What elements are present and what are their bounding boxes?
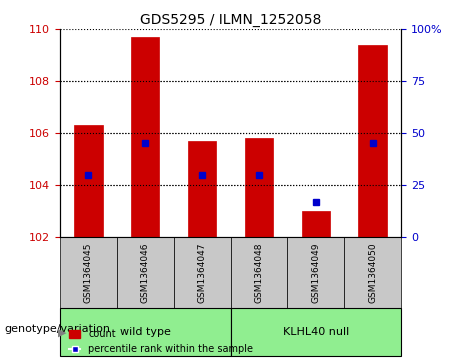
FancyBboxPatch shape xyxy=(60,237,117,308)
Bar xyxy=(358,45,387,237)
Text: GSM1364050: GSM1364050 xyxy=(368,242,377,303)
FancyBboxPatch shape xyxy=(344,237,401,308)
FancyBboxPatch shape xyxy=(230,308,401,356)
Bar xyxy=(188,141,216,237)
Text: GSM1364045: GSM1364045 xyxy=(84,242,93,303)
Title: GDS5295 / ILMN_1252058: GDS5295 / ILMN_1252058 xyxy=(140,13,321,26)
Bar xyxy=(301,211,330,237)
Text: GSM1364048: GSM1364048 xyxy=(254,242,263,303)
Legend: count, percentile rank within the sample: count, percentile rank within the sample xyxy=(65,326,257,358)
Bar xyxy=(131,37,160,237)
FancyBboxPatch shape xyxy=(60,308,230,356)
Bar xyxy=(245,138,273,237)
Text: wild type: wild type xyxy=(120,327,171,337)
Text: genotype/variation: genotype/variation xyxy=(5,323,111,334)
Text: GSM1364047: GSM1364047 xyxy=(198,242,207,303)
FancyBboxPatch shape xyxy=(174,237,230,308)
FancyBboxPatch shape xyxy=(230,237,287,308)
FancyBboxPatch shape xyxy=(117,237,174,308)
Bar xyxy=(74,125,102,237)
Text: GSM1364046: GSM1364046 xyxy=(141,242,150,303)
Text: ▶: ▶ xyxy=(58,327,66,337)
Text: GSM1364049: GSM1364049 xyxy=(311,242,320,303)
FancyBboxPatch shape xyxy=(287,237,344,308)
Text: KLHL40 null: KLHL40 null xyxy=(283,327,349,337)
